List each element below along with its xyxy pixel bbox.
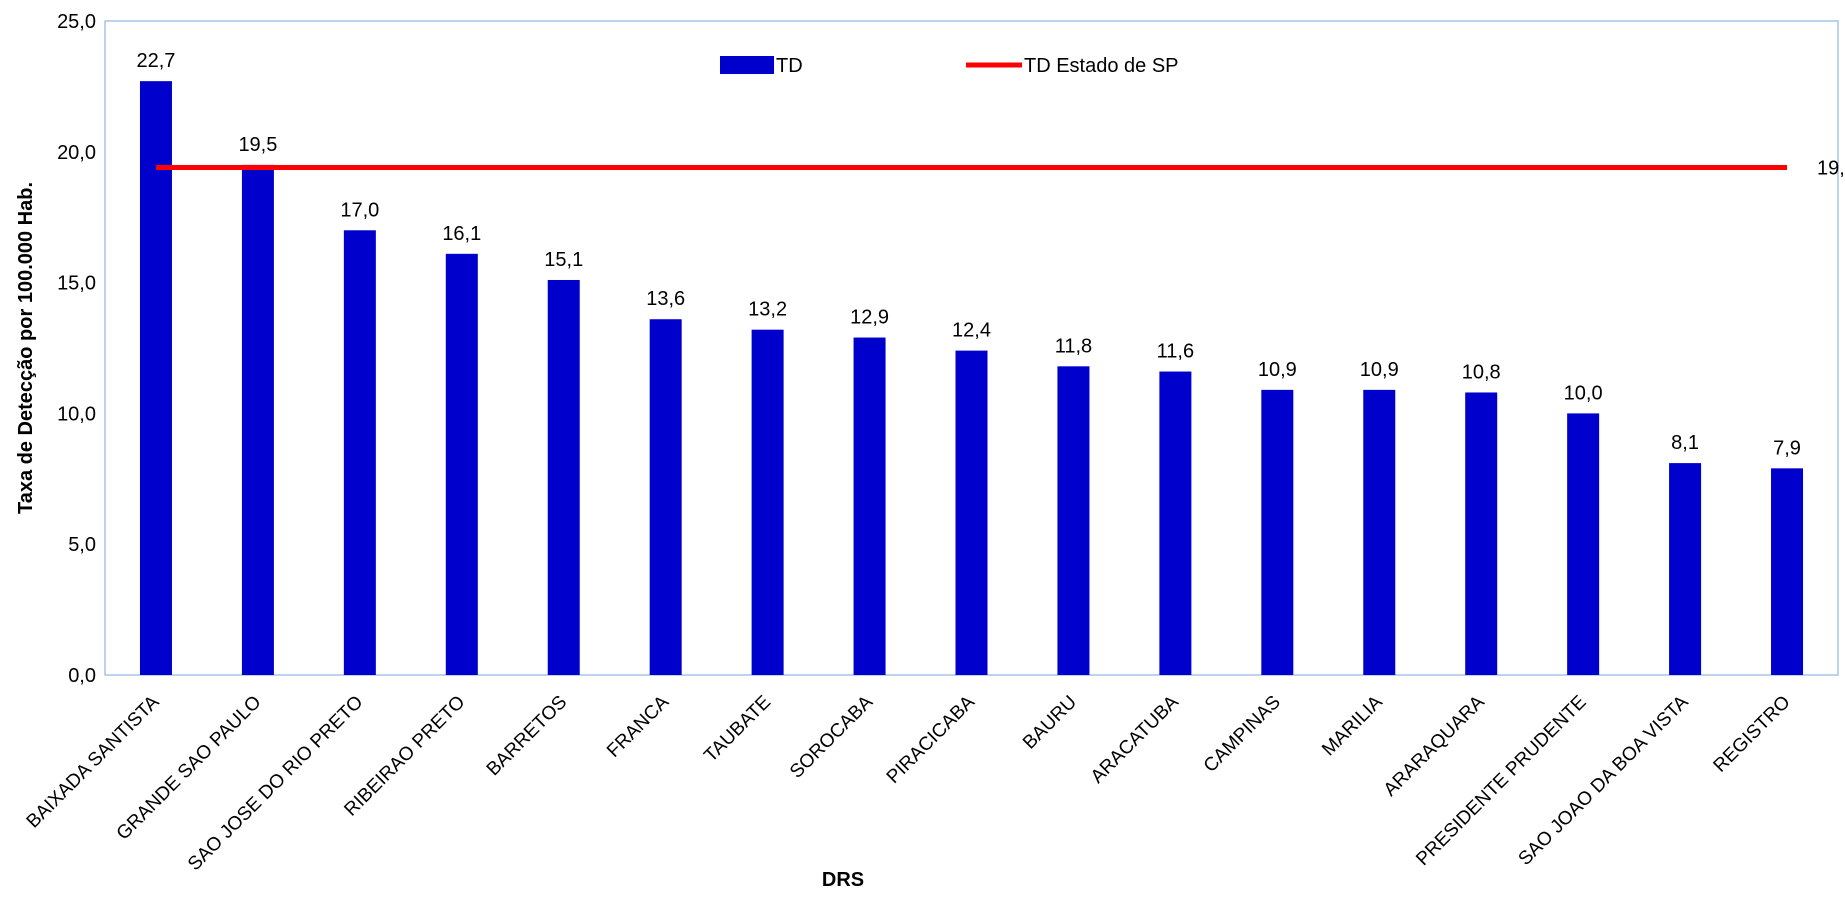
x-tick-label: FRANCA bbox=[603, 691, 673, 761]
bar bbox=[1465, 392, 1498, 675]
bar-value-label: 11,6 bbox=[1157, 341, 1194, 363]
x-tick-label: PRESIDENTE PRUDENTE bbox=[1412, 692, 1590, 870]
bar bbox=[649, 319, 682, 675]
state-average-value-label: 19,4 bbox=[1817, 157, 1845, 179]
bar bbox=[547, 279, 580, 675]
x-tick-label: ARACATUBA bbox=[1087, 691, 1183, 787]
bar-value-labels: 22,7 19,5 17,0 16,1 15,1 13,6 13,2 12,9 12,4 11,8… bbox=[137, 50, 1801, 459]
bar bbox=[853, 337, 886, 675]
bar-value-label: 15,1 bbox=[544, 249, 583, 271]
bar bbox=[445, 253, 478, 675]
bar bbox=[1159, 371, 1192, 675]
bar-value-label: 8,1 bbox=[1671, 432, 1699, 454]
bar bbox=[343, 230, 376, 675]
bar bbox=[1771, 468, 1804, 675]
bar-value-label: 7,9 bbox=[1773, 437, 1801, 459]
bar-value-label: 19,5 bbox=[238, 134, 277, 156]
bar-value-label: 13,2 bbox=[748, 299, 787, 321]
x-axis-title: DRS bbox=[822, 869, 864, 891]
x-tick-label: TAUBATE bbox=[700, 692, 775, 767]
bar bbox=[241, 164, 274, 675]
x-tick-label: SAO JOAO DA BOA VISTA bbox=[1515, 691, 1693, 869]
bar bbox=[1669, 463, 1702, 675]
bar-value-label: 12,9 bbox=[850, 307, 889, 329]
bar bbox=[1261, 389, 1294, 675]
y-tick-label: 25,0 bbox=[57, 11, 96, 33]
legend-label-state: TD Estado de SP bbox=[1024, 55, 1179, 77]
bar bbox=[139, 81, 172, 676]
bar bbox=[1363, 389, 1396, 675]
bar-value-label: 10,9 bbox=[1360, 359, 1399, 381]
bar-value-label: 13,6 bbox=[646, 288, 685, 310]
legend-swatch-td bbox=[720, 56, 774, 74]
bar-value-label: 10,9 bbox=[1258, 359, 1297, 381]
bar-value-label: 16,1 bbox=[442, 223, 481, 245]
y-tick-label: 20,0 bbox=[57, 142, 96, 164]
y-tick-label: 0,0 bbox=[68, 665, 96, 687]
bar bbox=[751, 329, 784, 675]
bar-value-label: 11,8 bbox=[1055, 335, 1092, 357]
y-tick-label: 10,0 bbox=[57, 403, 96, 425]
x-tick-label: PIRACICABA bbox=[883, 691, 979, 787]
bar-value-label: 10,8 bbox=[1462, 361, 1501, 383]
x-tick-label: SAO JOSE DO RIO PRETO bbox=[184, 692, 367, 875]
bar-value-label: 12,4 bbox=[952, 320, 991, 342]
x-tick-label: MARILIA bbox=[1318, 691, 1387, 760]
bar bbox=[955, 350, 988, 675]
bar-value-label: 22,7 bbox=[137, 50, 176, 72]
y-axis-title: Taxa de Detecção por 100.000 Hab. bbox=[15, 182, 37, 514]
bar-value-label: 17,0 bbox=[340, 199, 379, 221]
bar bbox=[1567, 413, 1600, 675]
legend-label-td: TD bbox=[776, 55, 803, 77]
y-tick-label: 15,0 bbox=[57, 273, 96, 295]
y-axis-ticks: 0,0 5,0 10,0 15,0 20,0 25,0 bbox=[57, 11, 96, 687]
bar-value-label: 10,0 bbox=[1564, 382, 1603, 404]
x-tick-label: BARRETOS bbox=[483, 692, 572, 781]
y-tick-label: 5,0 bbox=[68, 534, 96, 556]
x-tick-label: REGISTRO bbox=[1710, 692, 1795, 777]
x-tick-label: SOROCABA bbox=[786, 691, 877, 782]
x-tick-label: CAMPINAS bbox=[1200, 692, 1285, 777]
x-tick-label: BAURU bbox=[1019, 692, 1081, 754]
bar-series-td bbox=[139, 81, 1804, 676]
x-tick-label: ARARAQUARA bbox=[1380, 691, 1489, 800]
legend: TD TD Estado de SP bbox=[720, 55, 1179, 77]
bar bbox=[1057, 366, 1090, 675]
